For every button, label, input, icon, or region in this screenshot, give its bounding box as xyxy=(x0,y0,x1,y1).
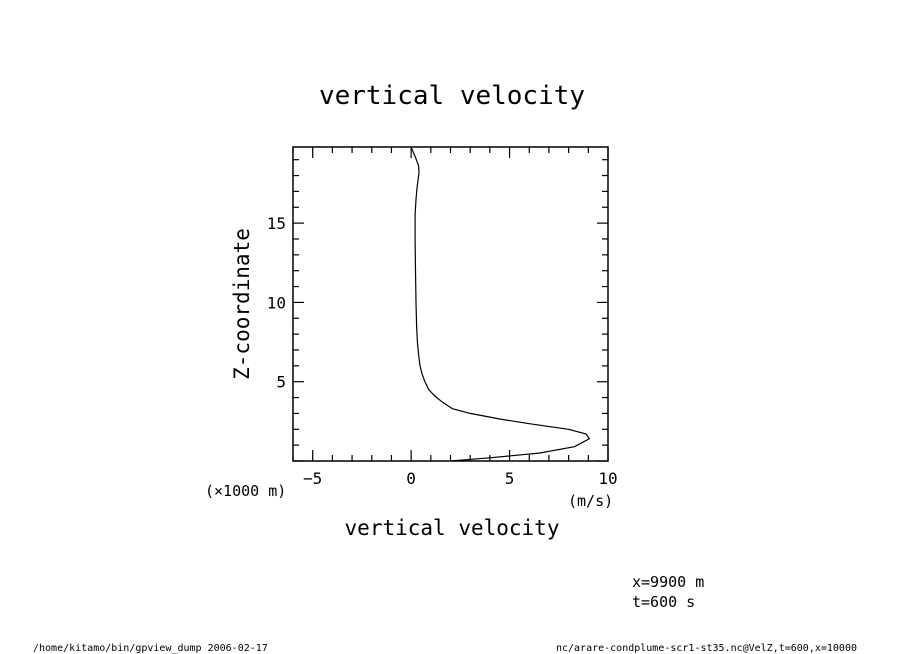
x-tick-label: −5 xyxy=(303,469,322,488)
annotation-time: t=600 s xyxy=(632,593,695,611)
plot-frame xyxy=(292,146,609,462)
x-tick-label: 0 xyxy=(406,469,416,488)
x-axis-label: vertical velocity xyxy=(345,516,560,540)
axis-ticks xyxy=(292,147,609,462)
y-tick-labels: 5 10 15 xyxy=(267,214,286,392)
footer-left: /home/kitamo/bin/gpview_dump 2006-02-17 xyxy=(33,643,268,654)
series-line xyxy=(410,146,591,462)
y-tick-label: 5 xyxy=(276,373,286,392)
x-tick-label: 5 xyxy=(505,469,515,488)
y-axis-label: Z-coordinate xyxy=(230,228,254,380)
y-unit-label: (×1000 m) xyxy=(205,482,286,500)
x-tick-label: 10 xyxy=(598,469,617,488)
y-tick-label: 15 xyxy=(267,214,286,233)
x-tick-labels: −5 0 5 10 xyxy=(303,469,618,488)
annotation-x-position: x=9900 m xyxy=(632,573,704,591)
footer-right: nc/arare-condplume-scr1-st35.nc@VelZ,t=6… xyxy=(556,643,857,654)
x-unit-label: (m/s) xyxy=(568,492,613,510)
y-tick-label: 10 xyxy=(267,293,286,312)
chart-title: vertical velocity xyxy=(319,81,585,111)
